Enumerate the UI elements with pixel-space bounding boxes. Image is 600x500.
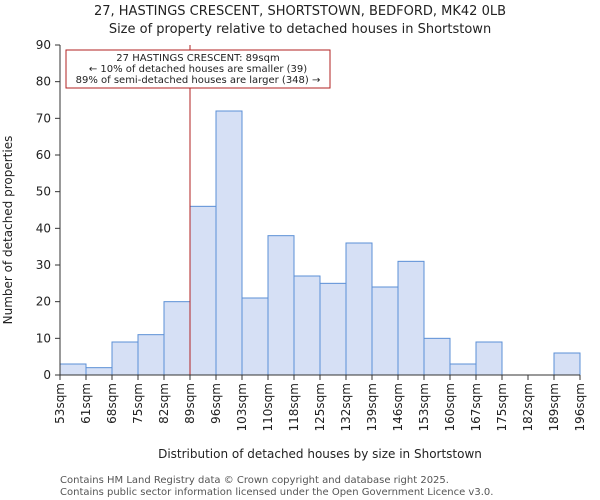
x-tick-label: 53sqm [53,383,67,424]
bar-61sqm [85,367,113,376]
x-tick-label: 132sqm [339,383,353,431]
x-tick-label: 160sqm [443,383,457,431]
y-tick-label: 60 [36,148,51,162]
x-tick-label: 82sqm [157,383,171,424]
x-tick-label: 189sqm [547,383,561,431]
y-tick-label: 40 [36,221,51,235]
annotation-box: 27 HASTINGS CRESCENT: 89sqm ← 10% of det… [65,49,331,89]
bar-68sqm [111,341,139,376]
bar-153sqm [423,337,451,376]
x-tick-label: 89sqm [183,383,197,424]
bar-53sqm [59,363,87,376]
x-tick-label: 110sqm [261,383,275,431]
y-tick-label: 50 [36,185,51,199]
bar-110sqm [267,235,295,376]
y-tick-label: 80 [36,75,51,89]
x-tick-label: 175sqm [495,383,509,431]
y-tick-label: 10 [36,331,51,345]
x-tick-label: 103sqm [235,383,249,431]
bar-146sqm [397,260,425,376]
bar-139sqm [371,286,399,376]
x-tick-label: 167sqm [469,383,483,431]
bar-103sqm [241,297,269,376]
y-tick-label: 30 [36,258,51,272]
bar-118sqm [293,275,321,376]
bars-group [59,110,581,376]
x-tick-label: 68sqm [105,383,119,424]
chart-title: 27, HASTINGS CRESCENT, SHORTSTOWN, BEDFO… [94,4,506,19]
y-axis-label: Number of detached properties [1,136,15,325]
bar-167sqm [475,341,503,376]
bar-132sqm [345,242,373,376]
chart-subtitle: Size of property relative to detached ho… [109,22,491,37]
x-tick-label: 61sqm [79,383,93,424]
y-tick-label: 0 [43,368,51,382]
y-tick-label: 90 [36,38,51,52]
annotation-line-2: ← 10% of detached houses are smaller (39… [89,64,307,75]
bar-160sqm [449,363,477,376]
x-tick-label: 146sqm [391,383,405,431]
y-axis-ticks: 0 10 20 30 40 50 60 70 80 90 [36,38,60,382]
x-tick-label: 118sqm [287,383,301,431]
y-tick-label: 20 [36,295,51,309]
annotation-border [65,49,331,89]
bar-125sqm [319,282,347,376]
y-tick-label: 70 [36,111,51,125]
bar-82sqm [163,301,191,376]
x-tick-label: 125sqm [313,383,327,431]
annotation-line-3: 89% of semi-detached houses are larger (… [76,75,321,86]
footer-line-1: Contains HM Land Registry data © Crown c… [60,475,449,486]
bar-75sqm [137,334,165,376]
x-tick-label: 139sqm [365,383,379,431]
x-tick-label: 182sqm [521,383,535,431]
bar-89sqm [189,205,217,376]
annotation-line-1: 27 HASTINGS CRESCENT: 89sqm [116,53,279,64]
bar-96sqm [215,110,243,376]
x-tick-label: 75sqm [131,383,145,424]
x-tick-label: 196sqm [573,383,587,431]
x-tick-label: 96sqm [209,383,223,424]
x-axis-label: Distribution of detached houses by size … [158,447,482,461]
x-tick-label: 153sqm [417,383,431,431]
bar-189sqm [553,352,581,376]
x-axis-ticks: 53sqm 61sqm 68sqm 75sqm 82sqm 89sqm 96sqm 103sq… [53,375,587,431]
footer-line-2: Contains public sector information licen… [60,487,493,498]
